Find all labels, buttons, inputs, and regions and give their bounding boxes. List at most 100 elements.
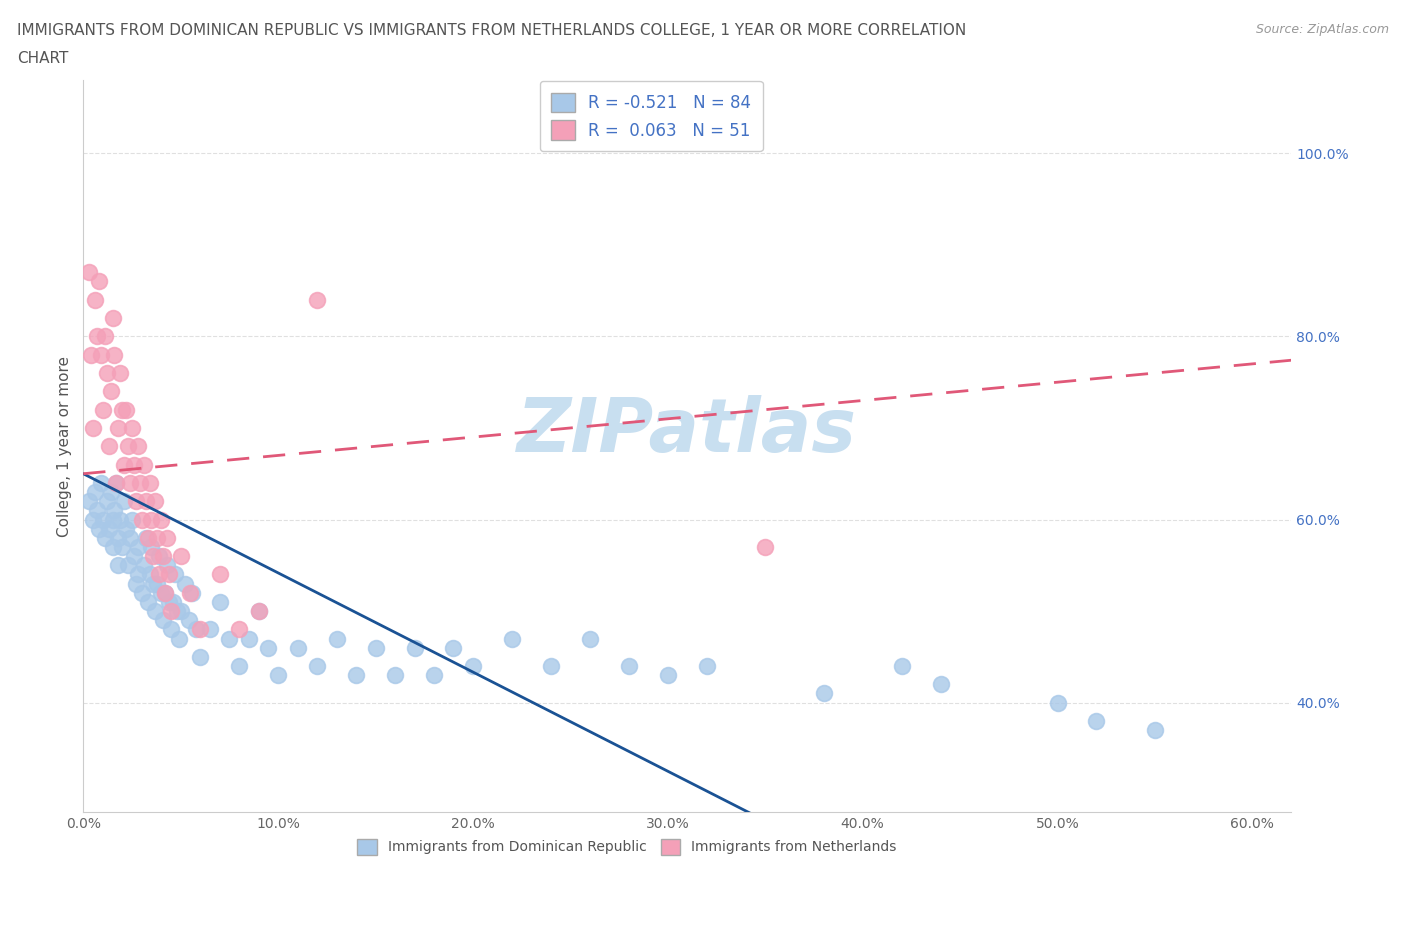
Point [135,494,157,509]
Point [307,658,329,673]
Point [267,668,290,683]
Point [579,631,602,646]
Point [179,585,201,600]
Point [125,494,148,509]
Point [148,549,170,564]
Point [122,458,145,472]
Point [461,658,484,673]
Point [208,594,231,609]
Point [86,329,108,344]
Point [121,512,143,527]
Point [112,494,135,509]
Point [103,503,125,518]
Point [125,577,148,591]
Point [127,439,149,454]
Point [146,530,169,545]
Point [127,567,149,582]
Point [118,475,141,490]
Text: Source: ZipAtlas.com: Source: ZipAtlas.com [1256,23,1389,36]
Point [167,631,190,646]
Point [80,347,103,362]
Point [110,512,132,527]
Point [150,585,173,600]
Point [107,420,129,435]
Point [238,631,260,646]
Point [150,512,173,527]
Point [617,658,640,673]
Point [153,585,176,600]
Point [132,558,155,573]
Point [90,347,112,362]
Point [754,539,776,554]
Point [135,530,157,545]
Point [93,329,115,344]
Point [173,577,195,591]
Point [257,640,280,655]
Point [101,311,124,325]
Point [657,668,679,683]
Point [77,494,100,509]
Point [107,530,129,545]
Point [122,549,145,564]
Point [141,539,163,554]
Point [160,604,183,618]
Point [186,622,208,637]
Point [157,594,180,609]
Point [163,567,186,582]
Point [91,402,114,417]
Point [146,577,169,591]
Point [90,475,112,490]
Point [344,668,367,683]
Point [100,384,122,399]
Point [218,631,240,646]
Point [138,567,160,582]
Point [890,658,912,673]
Point [142,577,165,591]
Point [160,622,183,637]
Point [136,594,159,609]
Point [153,585,176,600]
Point [540,658,562,673]
Point [228,658,250,673]
Point [82,512,104,527]
Point [105,475,128,490]
Point [188,622,211,637]
Point [325,631,347,646]
Y-axis label: College, 1 year or more: College, 1 year or more [58,356,72,537]
Point [188,649,211,664]
Text: IMMIGRANTS FROM DOMINICAN REPUBLIC VS IMMIGRANTS FROM NETHERLANDS COLLEGE, 1 YEA: IMMIGRANTS FROM DOMINICAN REPUBLIC VS IM… [17,23,966,38]
Point [307,292,329,307]
Point [136,530,159,545]
Point [138,475,160,490]
Point [115,402,138,417]
Legend: Immigrants from Dominican Republic, Immigrants from Netherlands: Immigrants from Dominican Republic, Immi… [352,833,903,860]
Point [696,658,718,673]
Point [145,604,167,618]
Point [103,347,125,362]
Point [82,420,104,435]
Point [101,512,124,527]
Point [208,567,231,582]
Point [121,420,143,435]
Point [148,567,170,582]
Point [84,485,107,499]
Point [97,439,120,454]
Point [132,458,155,472]
Point [228,622,250,637]
Point [177,613,200,628]
Point [170,549,193,564]
Point [84,292,107,307]
Point [170,604,193,618]
Point [145,494,167,509]
Point [162,594,184,609]
Point [112,458,135,472]
Point [501,631,523,646]
Text: CHART: CHART [17,51,69,66]
Point [156,530,179,545]
Point [117,558,139,573]
Point [110,365,132,380]
Point [91,512,114,527]
Point [87,274,110,289]
Point [157,567,180,582]
Point [929,677,952,692]
